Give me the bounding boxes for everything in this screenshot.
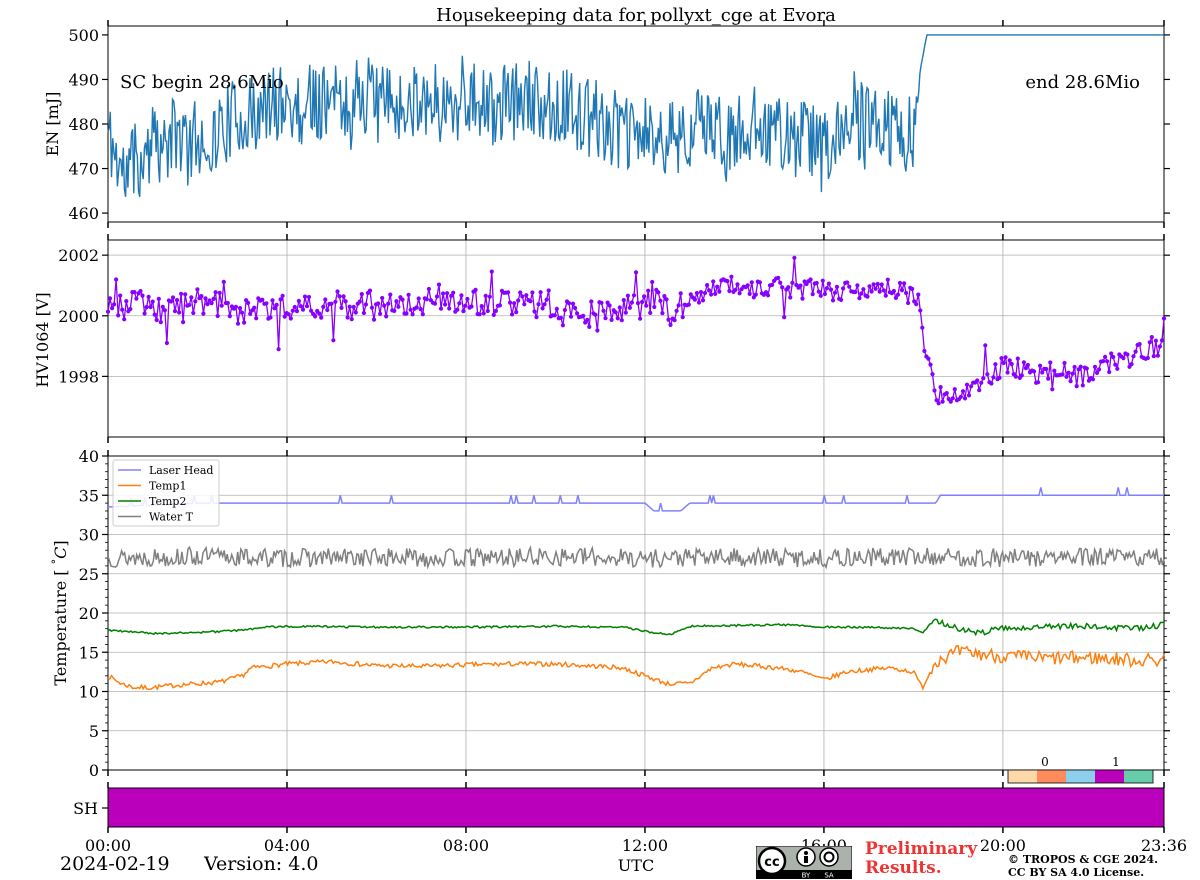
preliminary-line2: Results.	[865, 858, 942, 878]
sh-colorbar-segment	[1124, 770, 1153, 783]
sh-colorbar-segment	[1066, 770, 1095, 783]
preliminary-line1: Preliminary	[865, 839, 978, 859]
energy-ylabel: EN [mJ]	[43, 92, 62, 157]
copyright-line2: CC BY SA 4.0 License.	[1008, 866, 1145, 879]
x-tick-label: 20:00	[980, 836, 1026, 855]
x-axis-label: UTC	[618, 856, 654, 875]
sh-colorbar-segment	[1037, 770, 1066, 783]
sh-colorbar-tick: 0	[1041, 755, 1049, 769]
copyright-note: © TROPOS & CGE 2024. CC BY SA 4.0 Licens…	[1008, 853, 1158, 879]
temp-ytick-label: 10	[79, 683, 99, 702]
hv-ytick-label: 2000	[58, 307, 99, 326]
temp-ytick-label: 15	[79, 643, 99, 662]
temp-ytick-label: 20	[79, 604, 99, 623]
x-tick-label: 08:00	[443, 836, 489, 855]
temp-ytick-label: 0	[89, 761, 99, 780]
footer-date: 2024-02-19	[60, 853, 170, 875]
temp-ytick-label: 40	[79, 447, 99, 466]
energy-annotation-begin: SC begin 28.6Mio	[120, 72, 284, 93]
temp-legend-label: Temp2	[149, 495, 186, 508]
cc-sa-label: SA	[824, 872, 834, 880]
sh-panel: 01SH00:0004:0008:0012:0016:0020:0023:36U…	[73, 755, 1187, 875]
cc-by-sa-logo: cc BY SA	[756, 846, 852, 879]
temp-legend: Laser Head Temp1 Temp2 Water T	[112, 459, 220, 527]
temp-ytick-label: 5	[89, 722, 99, 741]
temp-ytick-label: 25	[79, 565, 99, 584]
temp-series-temp2	[107, 618, 1165, 637]
x-tick-label: 23:36	[1141, 836, 1187, 855]
energy-annotation-end: end 28.6Mio	[1025, 72, 1140, 93]
x-tick-label: 04:00	[264, 836, 310, 855]
hv-ytick-label: 1998	[58, 367, 99, 386]
temp-ytick-label: 30	[79, 526, 99, 545]
cc-mark: cc	[764, 855, 779, 870]
energy-ytick-label: 490	[68, 70, 99, 89]
x-tick-label: 12:00	[622, 836, 668, 855]
hv1064-panel: 1998 2000 2002 HV1064 [V]	[33, 234, 1170, 443]
energy-panel: 460 470 480 490 500 SC begin 28.6Mio end 28.6M…	[43, 20, 1170, 228]
temp-ylabel: Temperature [ °C]	[50, 540, 70, 685]
hv-frame	[107, 239, 1165, 438]
temp-series-temp1	[107, 644, 1165, 691]
sh-colorbar-frame	[1007, 769, 1154, 784]
sh-colorbar-tick: 1	[1112, 755, 1120, 769]
energy-ytick-label: 470	[68, 160, 99, 179]
temp-legend-label: Laser Head	[149, 464, 213, 477]
temp-legend-box	[112, 459, 220, 527]
x-tick-label: 00:00	[85, 836, 131, 855]
cc-by-label: BY	[802, 872, 811, 880]
sh-colorbar-segment	[1008, 770, 1037, 783]
copyright-line1: © TROPOS & CGE 2024.	[1008, 853, 1158, 866]
energy-ytick-label: 460	[68, 204, 99, 223]
hv-ylabel: HV1064 [V]	[33, 292, 52, 387]
sh-ylabel: SH	[73, 799, 98, 818]
energy-ytick-label: 500	[68, 26, 99, 45]
footer-version: Version: 4.0	[204, 853, 319, 875]
temp-legend-label: Water T	[149, 511, 194, 524]
energy-series-line	[107, 34, 1164, 197]
sh-bar	[108, 788, 1164, 827]
preliminary-label: Preliminary Results.	[865, 840, 977, 878]
hv-series-line	[107, 257, 1165, 406]
temp-legend-label: Temp1	[149, 480, 186, 493]
temp-ytick-label: 35	[79, 486, 99, 505]
hv-ytick-label: 2002	[58, 246, 99, 265]
energy-ytick-label: 480	[68, 115, 99, 134]
temp-series-water-t	[107, 544, 1165, 570]
figure-title: Housekeeping data for pollyxt_cge at Evo…	[436, 5, 836, 26]
sh-colorbar-segment	[1095, 770, 1124, 783]
temp-series-laser-head	[107, 487, 1164, 512]
